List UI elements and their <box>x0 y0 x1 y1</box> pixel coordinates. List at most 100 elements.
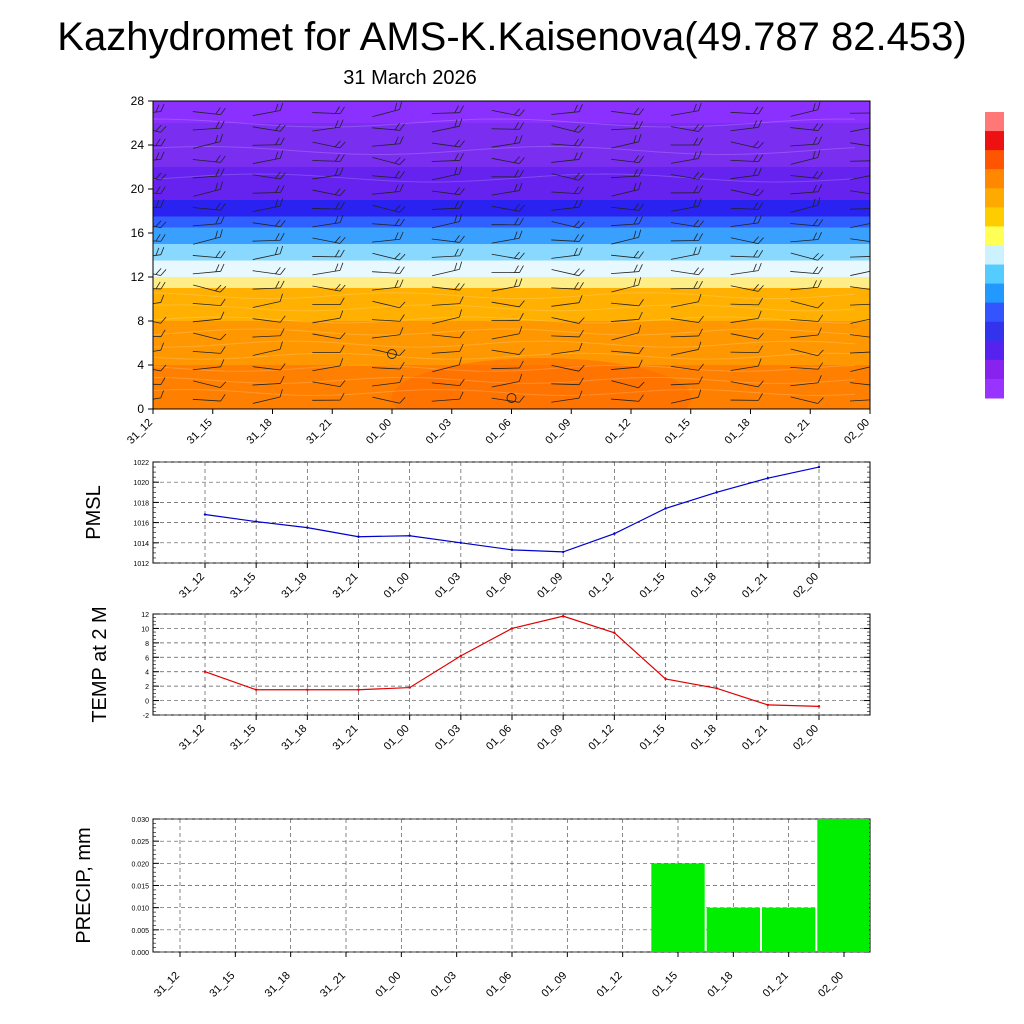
barb-flag <box>155 268 162 275</box>
barb-flag <box>698 137 704 146</box>
barb-flag <box>633 121 638 129</box>
wind-barb <box>611 264 643 275</box>
colorbar-swatch <box>985 378 1004 399</box>
barb-flag <box>399 349 406 356</box>
wind-barb <box>491 313 524 322</box>
wind-barb <box>611 299 644 307</box>
wind-barb <box>491 326 523 340</box>
barb-flag <box>160 294 165 303</box>
barb-flag <box>698 103 702 111</box>
wind-barb <box>431 118 463 133</box>
barb-shaft <box>372 382 400 387</box>
barb-shaft <box>192 398 221 402</box>
barb-flag <box>817 219 824 227</box>
barb-flag <box>519 217 524 226</box>
barb-flag <box>878 379 883 386</box>
y-tick-label: 8 <box>137 314 144 328</box>
wind-barb <box>850 398 870 402</box>
wind-barb <box>252 185 285 194</box>
wind-barb <box>312 154 345 162</box>
wind-barb <box>193 229 223 245</box>
barb-flag <box>399 206 406 213</box>
wind-barb <box>730 358 762 371</box>
barb-flag <box>633 264 638 273</box>
barb-flag <box>279 341 283 350</box>
barb-shaft <box>611 398 639 402</box>
wind-barb <box>491 204 525 212</box>
wind-barb <box>491 265 524 274</box>
barb-flag <box>274 151 279 160</box>
wind-barb <box>491 122 524 130</box>
barb-flag <box>698 246 702 255</box>
barb-flag <box>220 120 225 129</box>
wind-barb <box>192 168 225 179</box>
wind-barb <box>790 101 821 117</box>
wind-barb <box>551 317 585 324</box>
barb-shaft <box>551 397 580 403</box>
barb-flag <box>698 198 702 207</box>
wind-barb <box>312 188 346 197</box>
wind-barb <box>790 362 824 370</box>
wind-barb <box>551 247 583 259</box>
barb-flag <box>220 216 225 224</box>
barb-flag <box>334 249 340 258</box>
wind-barb <box>670 363 704 371</box>
barb-shaft <box>491 333 520 340</box>
barb-flag <box>753 154 759 162</box>
barb-flag <box>812 184 818 193</box>
barb-flag <box>812 123 819 131</box>
barb-flag <box>514 169 519 178</box>
barb-flag <box>454 187 460 195</box>
barb-shaft <box>790 382 819 387</box>
barb-shaft <box>849 303 870 306</box>
barb-flag <box>334 140 341 148</box>
wind-barb <box>790 314 824 322</box>
barb-flag <box>220 286 227 293</box>
barb-flag <box>878 106 882 113</box>
y-tick-label: 12 <box>141 612 149 619</box>
barb-flag <box>280 232 285 241</box>
barb-flag <box>519 265 524 273</box>
wind-barb <box>611 203 644 211</box>
colorbar-swatch <box>985 131 1004 151</box>
wind-barb <box>611 229 642 245</box>
barb-flag <box>280 137 285 145</box>
barb-flag <box>160 377 166 385</box>
barb-shaft <box>193 332 221 341</box>
cross-section-panel: 0 4 8 12 16 20 24 28 31_12 31_15 31_18 31_21 01_00 01… <box>125 94 883 447</box>
temp-point <box>664 677 667 681</box>
plot-frame <box>152 461 871 564</box>
barb-shaft <box>551 317 580 324</box>
wind-barb <box>551 172 585 181</box>
wind-barb <box>372 231 404 243</box>
barb-flag <box>573 220 580 228</box>
barb-flag <box>817 314 824 322</box>
barb-shaft <box>431 303 460 306</box>
barb-flag <box>280 280 285 289</box>
barb-flag <box>873 139 878 147</box>
wind-barb <box>491 108 525 117</box>
barb-flag <box>518 373 523 382</box>
wind-barb <box>730 310 762 323</box>
x-tick-label: 01_06 <box>484 970 514 1000</box>
barb-shaft <box>551 350 580 355</box>
barb-flag <box>280 328 285 336</box>
barb-flag <box>753 263 757 272</box>
wind-barb <box>372 204 406 213</box>
wind-barb <box>670 293 702 308</box>
wind-barb <box>372 327 404 339</box>
barb-flag <box>638 381 645 389</box>
barb-flag <box>698 185 704 193</box>
barb-flag <box>454 235 460 243</box>
barb-flag <box>817 375 822 383</box>
barb-shaft <box>432 364 460 373</box>
wind-barb <box>431 282 465 291</box>
colorbar-swatch <box>985 169 1004 189</box>
barb-flag <box>394 157 401 164</box>
barb-shaft <box>670 365 699 371</box>
barb-shaft <box>551 302 580 307</box>
wind-barb <box>192 250 226 259</box>
barb-flag <box>334 283 341 291</box>
wind-barb <box>611 277 642 293</box>
barb-flag <box>876 167 881 175</box>
